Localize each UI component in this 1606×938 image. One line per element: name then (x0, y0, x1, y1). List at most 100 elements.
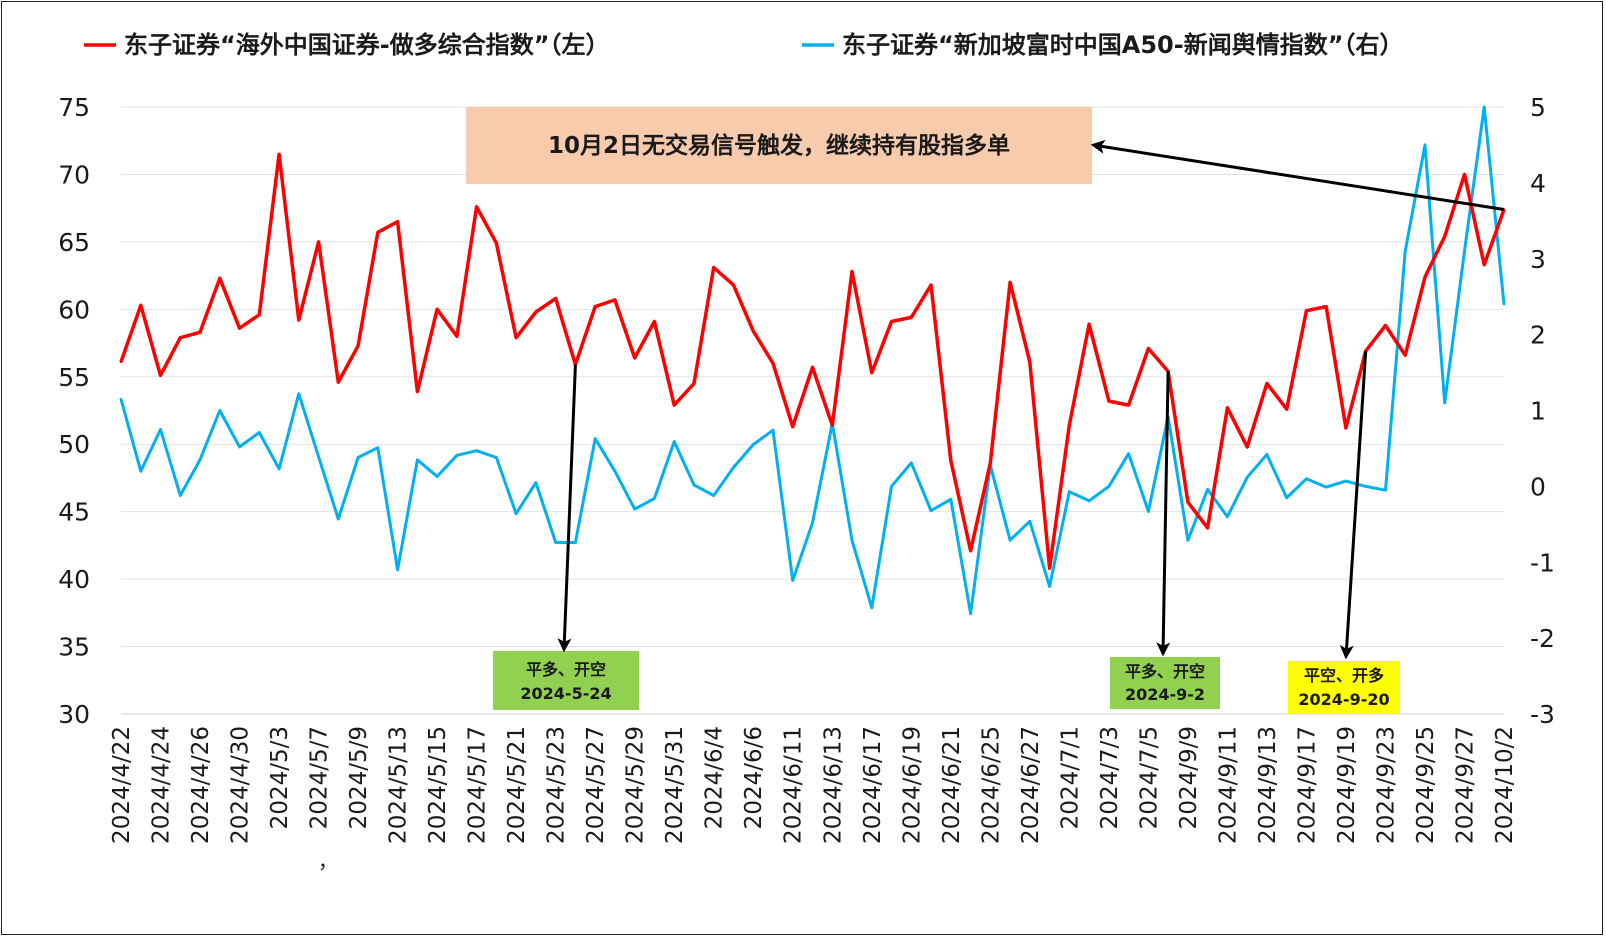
series-point (1285, 496, 1288, 499)
series-point (514, 512, 518, 515)
annotation-top-box (466, 107, 1092, 184)
legend-label-left-series: 东子证券“海外中国证券-做多综合指数”（左） (124, 31, 610, 59)
x-tick-label: 2024/7/1 (1057, 726, 1083, 829)
series-point (1305, 309, 1308, 312)
annotation-2024-9-20: 平空、开多 2024-9-20 (1288, 661, 1400, 714)
series-point (1443, 235, 1446, 238)
series-point (1384, 324, 1387, 327)
series-point (1028, 360, 1032, 364)
series-point (1186, 539, 1190, 542)
series-point (712, 266, 715, 269)
series-point (198, 458, 202, 462)
annotation-text-line2: 2024-9-2 (1125, 685, 1205, 704)
series-point (732, 466, 735, 469)
series-point (1423, 275, 1427, 279)
series-point (771, 429, 775, 432)
series-point (949, 459, 952, 462)
series-point (297, 318, 301, 322)
series-point (159, 374, 162, 377)
x-tick-label: 2024/5/27 (583, 726, 609, 844)
series-point (910, 461, 913, 465)
series-point (771, 362, 775, 365)
series-point (1107, 399, 1111, 403)
series-point (653, 497, 656, 500)
x-tick-label: 2024/5/15 (425, 726, 451, 844)
x-tick-label: 2024/7/3 (1097, 726, 1123, 829)
annotation-text-line1: 平多、开空 (526, 660, 606, 679)
annotation-top-text: 10月2日无交易信号触发，继续持有股指多单 (548, 132, 1010, 159)
series-point (929, 283, 933, 287)
series-point (455, 335, 459, 338)
series-point (435, 475, 439, 478)
x-tick-label: 2024/9/19 (1334, 726, 1360, 844)
x-tick-label: 2024/5/7 (307, 726, 333, 829)
series-point (475, 205, 478, 209)
series-point (929, 509, 933, 512)
annotation-2024-5-24: 平多、开空 2024-5-24 (493, 651, 639, 710)
y-right-tick-label: -1 (1530, 548, 1555, 577)
y-left-tick-label: 30 (58, 700, 90, 729)
x-tick-label: 2024/4/30 (228, 726, 254, 844)
annotation-arrow (1090, 139, 1505, 211)
series-point (554, 541, 557, 544)
series-point (653, 320, 656, 323)
x-tick-label: 2024/9/25 (1413, 726, 1439, 844)
series-point (831, 424, 834, 427)
series-point (337, 517, 340, 521)
series-point (811, 366, 814, 369)
series-point (396, 220, 399, 223)
x-tick-label: 2024/9/17 (1294, 726, 1320, 844)
annotation-text-line1: 平空、开多 (1304, 666, 1384, 685)
series-point (258, 431, 261, 434)
x-tick-label: 2024/6/21 (939, 726, 965, 844)
x-tick-label: 2024/9/13 (1255, 726, 1281, 844)
series-point (673, 440, 676, 443)
series-long-composite (119, 152, 1506, 571)
series-point (416, 390, 419, 393)
x-tick-label: 2024/6/25 (978, 726, 1004, 844)
x-tick-label: 2024/6/17 (860, 726, 886, 844)
series-point (910, 316, 913, 319)
series-point (218, 277, 221, 280)
x-tick-label: 2024/5/17 (465, 726, 491, 844)
series-point (989, 461, 992, 465)
series-point (1226, 515, 1229, 518)
series-line (119, 152, 1506, 571)
series-point (1226, 406, 1229, 410)
x-tick-label: 2024/4/26 (188, 726, 214, 844)
series-point (139, 304, 142, 307)
series-point (1404, 249, 1407, 253)
series-point (159, 428, 162, 431)
series-point (1285, 407, 1288, 411)
y-left-tick-label: 60 (58, 295, 90, 324)
series-point (455, 454, 459, 457)
y-right-tick-label: -3 (1530, 700, 1555, 729)
series-point (514, 336, 518, 339)
x-tick-label: 2024/7/5 (1136, 726, 1162, 829)
annotation-text-line1: 平多、开空 (1125, 662, 1205, 681)
series-point (1107, 485, 1111, 488)
annotation-2024-9-2: 平多、开空 2024-9-2 (1110, 657, 1220, 709)
y-left-tick-label: 65 (58, 228, 90, 257)
y-left-tick-label: 55 (58, 363, 90, 392)
series-point (1483, 263, 1486, 267)
series-point (811, 521, 814, 524)
x-tick-label: 2024/9/23 (1373, 726, 1399, 844)
series-point (119, 360, 123, 364)
series-point (198, 331, 202, 334)
y-axis-right: -3 -2 -1 0 1 2 3 4 5 (1530, 93, 1555, 729)
series-point (1305, 477, 1308, 480)
y-right-tick-label: 3 (1530, 245, 1546, 274)
series-point (1463, 173, 1466, 176)
series-point (752, 443, 755, 446)
series-point (297, 392, 301, 396)
series-point (890, 320, 893, 323)
series-point (1087, 322, 1091, 326)
series-point (1245, 476, 1249, 479)
series-point (396, 568, 399, 572)
series-point (1147, 510, 1150, 513)
y-right-tick-label: 4 (1530, 169, 1546, 198)
series-point (1206, 526, 1209, 530)
x-tick-label: 2024/5/29 (623, 726, 649, 844)
